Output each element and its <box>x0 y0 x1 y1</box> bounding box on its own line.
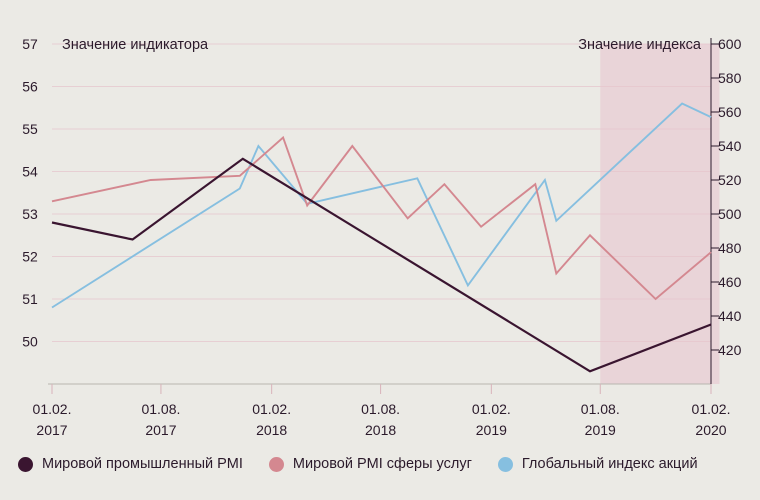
legend-swatch <box>268 456 284 472</box>
x-axis-tick-label: 01.08. <box>581 401 620 417</box>
left-axis-tick-label: 54 <box>22 164 38 180</box>
legend-item-manufacturing-pmi: Мировой промышленный PMI <box>18 456 243 472</box>
x-axis-tick-label: 01.02. <box>252 401 291 417</box>
x-axis-tick-label-year: 2018 <box>256 422 287 438</box>
left-axis-tick-label: 56 <box>22 79 38 95</box>
right-axis-tick-label: 420 <box>718 342 742 358</box>
series-line-0 <box>51 157 712 373</box>
axes-layer: 50 51 52 53 54 55 56 57 420 440 460 480 500 520 540 560… <box>22 36 741 438</box>
x-axis-tick-label: 01.02. <box>692 401 731 417</box>
x-axis-tick-label-year: 2017 <box>36 422 67 438</box>
series-line-1 <box>51 135 712 301</box>
left-axis-tick-label: 50 <box>22 334 38 350</box>
x-axis-tick-label: 01.02. <box>33 401 72 417</box>
left-axis-tick-label: 53 <box>22 206 38 222</box>
left-axis-title: Значение индикатора <box>62 37 209 53</box>
x-axis-tick-label: 01.08. <box>141 401 180 417</box>
x-axis-tick-label-year: 2017 <box>145 422 176 438</box>
x-axis-tick-label: 01.08. <box>361 401 400 417</box>
legend-swatch <box>18 456 33 472</box>
right-axis-tick-label: 460 <box>718 274 742 290</box>
x-axis-tick-label-year: 2019 <box>476 422 507 438</box>
left-axis-tick-label: 55 <box>22 121 38 137</box>
right-axis-title: Значение индекса <box>578 37 702 53</box>
x-axis-tick-label-year: 2018 <box>365 422 396 438</box>
legend-item-services-pmi: Мировой PMI сферы услуг <box>268 456 472 472</box>
x-axis-tick-label-year: 2019 <box>585 422 616 438</box>
chart-canvas: 50 51 52 53 54 55 56 57 420 440 460 480 500 520 540 560… <box>22 36 741 438</box>
right-axis-tick-label: 560 <box>718 104 742 120</box>
series-layer <box>51 102 712 373</box>
left-axis-tick-label: 51 <box>22 291 38 307</box>
right-axis-tick-label: 580 <box>718 70 742 86</box>
legend-item-stock-index: Глобальный индекс акций <box>497 456 698 472</box>
right-axis-tick-label: 540 <box>718 138 742 154</box>
legend-swatch <box>497 456 513 472</box>
left-axis-tick-label: 52 <box>22 249 38 265</box>
x-axis-tick-label-year: 2020 <box>695 422 726 438</box>
legend: Мировой промышленный PMI Мировой PMI сфе… <box>18 456 748 472</box>
x-axis-tick-label: 01.02. <box>472 401 511 417</box>
right-axis-tick-label: 480 <box>718 240 742 256</box>
right-axis-tick-label: 520 <box>718 172 742 188</box>
right-axis-tick-label: 600 <box>718 36 742 52</box>
legend-label: Мировой PMI сферы услуг <box>292 456 472 472</box>
left-axis-tick-label: 57 <box>22 36 38 52</box>
right-axis-tick-label: 500 <box>718 206 742 222</box>
right-axis-tick-label: 440 <box>718 308 742 324</box>
legend-label: Мировой промышленный PMI <box>42 456 243 472</box>
grid-layer <box>52 43 711 342</box>
legend-label: Глобальный индекс акций <box>521 456 698 472</box>
